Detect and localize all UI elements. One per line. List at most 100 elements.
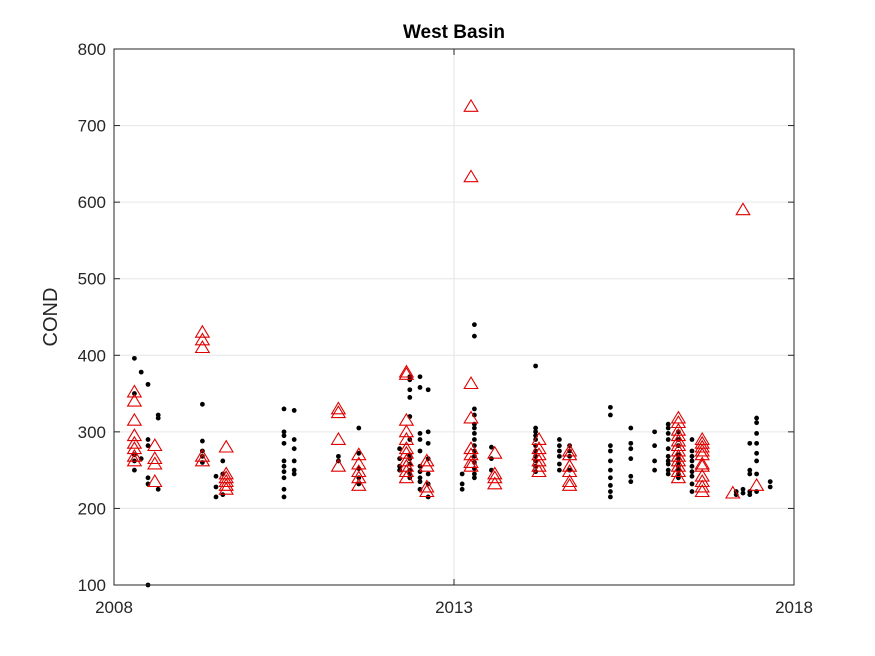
data-point-dot (557, 448, 562, 454)
data-point-dot (689, 481, 695, 487)
data-point-triangle (561, 443, 578, 457)
data-point-triangle (670, 443, 687, 457)
data-point-triangle (398, 431, 415, 445)
data-point-dot (281, 433, 287, 439)
data-point-dot (145, 443, 151, 449)
data-point-dot (754, 420, 759, 426)
data-point-dot (608, 475, 613, 481)
data-point-dot (459, 471, 465, 477)
data-point-triangle (670, 433, 687, 447)
data-point-triangle (487, 466, 503, 480)
data-point-triangle (463, 441, 479, 455)
data-point-dot (397, 446, 402, 452)
data-point-dot (472, 475, 477, 481)
data-point-dot (336, 453, 341, 459)
series-b-points (126, 98, 765, 499)
series-a-points (132, 322, 773, 588)
data-point-triangle (194, 340, 211, 354)
data-point-dot (628, 425, 634, 431)
data-point-dot (291, 467, 297, 473)
data-point-dot (425, 429, 431, 435)
data-point-dot (608, 467, 613, 473)
data-point-triangle (126, 428, 143, 442)
data-point-triangle (487, 445, 503, 459)
data-point-dot (608, 483, 613, 488)
x-tick-label: 2008 (95, 598, 133, 617)
data-point-dot (747, 467, 753, 473)
data-point-triangle (398, 470, 415, 484)
y-tick-label: 800 (78, 40, 106, 59)
data-point-triangle (694, 484, 710, 498)
data-point-dot (665, 453, 671, 459)
data-point-dot (291, 458, 297, 464)
chart-title: West Basin (403, 22, 505, 43)
data-point-triangle (463, 458, 479, 472)
data-point-dot (132, 355, 137, 361)
data-point-triangle (725, 485, 741, 499)
data-point-dot (220, 458, 226, 464)
data-point-triangle (463, 454, 479, 468)
data-point-triangle (218, 439, 234, 453)
data-point-triangle (147, 451, 163, 465)
data-point-dot (281, 429, 287, 435)
y-tick-label: 400 (78, 346, 106, 365)
data-point-dot (689, 453, 695, 459)
data-point-triangle (194, 332, 211, 346)
data-point-dot (652, 467, 657, 473)
data-point-triangle (126, 448, 143, 462)
data-point-dot (665, 471, 671, 477)
y-tick-label: 700 (78, 117, 106, 136)
data-point-dot (689, 448, 695, 454)
data-point-dot (628, 473, 634, 479)
data-point-dot (665, 430, 671, 436)
data-point-dot (754, 415, 759, 421)
data-point-triangle (487, 470, 503, 484)
data-point-triangle (218, 474, 234, 488)
data-point-dot (459, 486, 465, 492)
data-point-dot (689, 473, 695, 479)
data-point-dot (132, 467, 137, 473)
data-point-dot (557, 453, 562, 459)
data-point-dot (472, 437, 477, 442)
data-point-dot (533, 363, 538, 369)
data-point-dot (281, 440, 287, 446)
data-point-triangle (531, 458, 547, 472)
y-tick-label: 200 (78, 499, 106, 518)
data-point-triangle (670, 448, 687, 462)
data-point-dot (472, 406, 477, 412)
data-point-dot (665, 425, 671, 431)
data-point-dot (145, 437, 151, 442)
data-point-triangle (419, 458, 435, 472)
data-point-dot (628, 446, 634, 452)
data-point-dot (557, 461, 562, 467)
data-point-dot (665, 467, 671, 473)
data-point-dot (533, 429, 538, 435)
data-point-triangle (126, 393, 143, 407)
data-point-triangle (126, 412, 143, 426)
data-point-dot (754, 471, 759, 477)
data-point-triangle (735, 202, 751, 216)
data-point-dot (767, 484, 773, 490)
data-point-dot (652, 458, 657, 464)
y-tick-label: 500 (78, 270, 106, 289)
data-point-dot (356, 450, 362, 456)
data-point-dot (407, 395, 413, 400)
data-point-dot (608, 443, 613, 449)
data-point-dot (417, 448, 423, 454)
data-point-dot (472, 471, 477, 477)
data-point-dot (213, 484, 219, 490)
data-point-triangle (351, 470, 367, 484)
data-point-triangle (194, 448, 211, 462)
data-point-triangle (694, 443, 710, 457)
data-point-triangle (126, 384, 143, 398)
data-point-dot (689, 469, 695, 475)
data-point-triangle (561, 474, 578, 488)
data-point-dot (155, 486, 161, 492)
data-point-dot (665, 446, 671, 452)
data-point-dot (665, 461, 671, 467)
data-point-dot (665, 421, 671, 427)
data-point-dot (689, 458, 695, 464)
data-point-triangle (670, 428, 687, 442)
data-point-triangle (487, 476, 503, 490)
